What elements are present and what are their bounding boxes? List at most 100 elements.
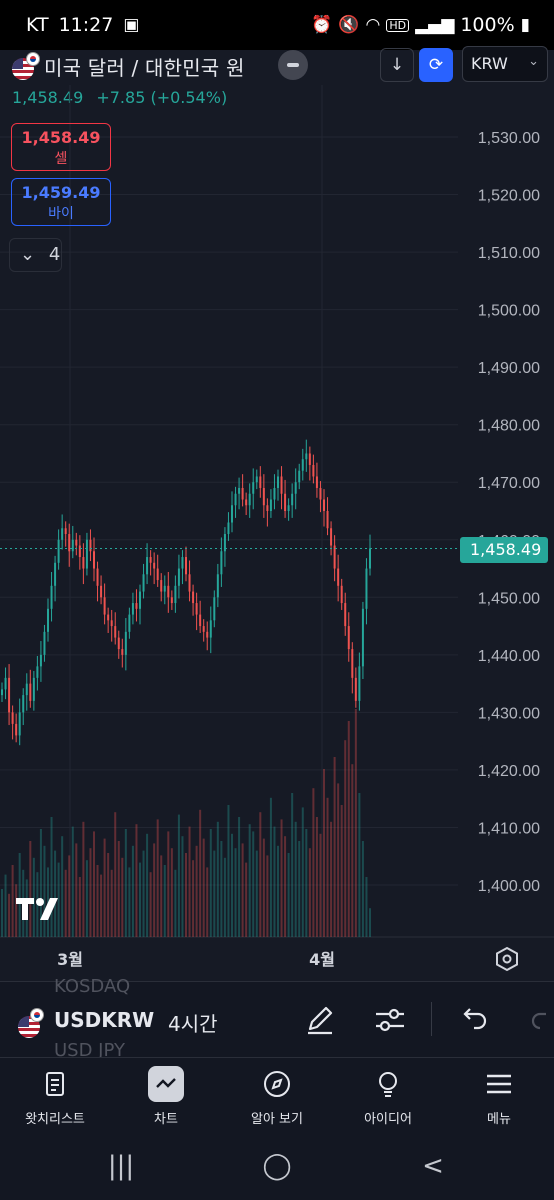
- remove-compare-button[interactable]: [278, 50, 308, 80]
- watchlist-icon: [37, 1066, 73, 1102]
- candle-body: [301, 459, 304, 471]
- nav-label: 왓치리스트: [25, 1112, 85, 1127]
- candle-body: [347, 626, 350, 650]
- volume-bar: [177, 814, 180, 937]
- candle-body: [354, 677, 357, 701]
- wifi-icon: ◠: [365, 14, 381, 35]
- volume-bar: [170, 848, 173, 937]
- drawing-pen-icon[interactable]: [302, 1002, 338, 1038]
- candle-body: [149, 557, 152, 563]
- battery-icon: ▮: [520, 14, 530, 35]
- chart-icon: [148, 1066, 184, 1102]
- back-icon[interactable]: <: [422, 1151, 444, 1181]
- undo-icon[interactable]: [456, 1002, 492, 1038]
- currency-select[interactable]: KRW ⌄: [462, 46, 548, 82]
- volume-bar: [259, 812, 262, 937]
- candle-body: [139, 591, 141, 609]
- y-tick-label: 1,520.00: [478, 188, 540, 205]
- candle-body: [280, 476, 283, 494]
- volume-bar: [308, 848, 311, 937]
- candle-body: [18, 712, 21, 736]
- volume-bar: [96, 865, 99, 937]
- ticker-ghost-above: KOSDAQ: [54, 976, 131, 997]
- candle-body: [365, 568, 368, 609]
- candle-body: [252, 482, 255, 494]
- volume-bar: [195, 845, 198, 937]
- redo-icon[interactable]: [520, 1002, 554, 1038]
- candle-body: [4, 677, 7, 690]
- volume-bar: [146, 833, 149, 937]
- candle-body: [206, 631, 209, 638]
- candle-body: [47, 608, 49, 632]
- candle-body: [167, 585, 170, 598]
- recent-apps-icon[interactable]: |||: [107, 1151, 135, 1181]
- candle-body: [36, 666, 39, 678]
- candle-body: [93, 551, 95, 569]
- symbol-title[interactable]: 미국 달러 / 대한민국 원: [44, 56, 245, 80]
- volume-bar: [351, 764, 354, 937]
- volume-bar: [8, 893, 11, 937]
- reload-icon[interactable]: ⟳: [419, 48, 453, 82]
- candle-body: [216, 574, 219, 598]
- chart-settings-icon[interactable]: [494, 946, 520, 972]
- indicators-sliders-icon[interactable]: [372, 1002, 408, 1038]
- volume-bar: [248, 824, 251, 937]
- interval-selector[interactable]: 4시간: [168, 1012, 218, 1036]
- candle-body: [361, 608, 364, 667]
- candle-body: [32, 677, 35, 701]
- home-icon[interactable]: ◯: [262, 1151, 292, 1181]
- buy-button[interactable]: 1,459.49 바이: [11, 178, 111, 226]
- candle-body: [245, 499, 248, 506]
- volume-bar: [18, 853, 21, 937]
- volume-bar: [100, 874, 103, 937]
- sell-button[interactable]: 1,458.49 셀: [11, 123, 111, 171]
- volume-bar: [245, 862, 248, 937]
- download-arrow-icon[interactable]: ↓: [380, 48, 414, 82]
- symbol-header: 미국 달러 / 대한민국 원 ↓ ⟳: [0, 44, 554, 84]
- volume-bar: [107, 853, 110, 937]
- y-tick-label: 1,480.00: [478, 418, 540, 435]
- candle-body: [220, 551, 223, 575]
- volume-bar: [121, 857, 124, 937]
- candle-body: [287, 505, 290, 511]
- candle-body: [89, 539, 92, 552]
- volume-bar: [216, 821, 219, 937]
- nav-label: 알아 보기: [251, 1112, 303, 1127]
- candle-body: [223, 534, 226, 552]
- candle-body: [330, 528, 333, 546]
- candle-body: [333, 545, 336, 569]
- symbol-selector[interactable]: USDKRW: [54, 1008, 155, 1032]
- candle-body: [351, 649, 354, 678]
- volume-bar: [301, 807, 304, 937]
- candle-body: [273, 487, 276, 500]
- chevron-down-icon: ⌄: [528, 54, 539, 69]
- nav-label: 아이디어: [364, 1112, 412, 1127]
- volume-bar: [64, 869, 67, 937]
- candle-body: [57, 539, 60, 563]
- studies-toggle[interactable]: ⌄ 4: [9, 238, 62, 272]
- chart-canvas[interactable]: 1,530.00 1,520.00 1,510.00 1,500.00 1,490.00…: [0, 85, 554, 980]
- y-tick-label: 1,440.00: [478, 648, 540, 665]
- volume-bar: [131, 845, 134, 937]
- volume-bar: [117, 841, 120, 937]
- volume-bar: [124, 829, 127, 937]
- candle-body: [25, 683, 28, 696]
- price-chart[interactable]: 1,530.00 1,520.00 1,510.00 1,500.00 1,490.00…: [0, 85, 554, 980]
- volume-bar: [39, 829, 42, 937]
- volume-bar: [220, 841, 223, 937]
- candle-body: [110, 620, 113, 627]
- battery-label: 100%: [460, 14, 515, 36]
- volume-bar: [369, 908, 371, 937]
- candle-body: [181, 557, 184, 569]
- x-tick-label: 4월: [309, 950, 335, 969]
- candle-body: [248, 493, 251, 506]
- candle-body: [209, 620, 212, 638]
- volume-bar: [255, 850, 258, 937]
- candle-body: [85, 539, 88, 569]
- candle-body: [29, 683, 32, 701]
- candle-body: [369, 548, 371, 569]
- volume-bar: [234, 848, 237, 937]
- volume-bar: [231, 833, 233, 937]
- candle-body: [188, 574, 191, 592]
- volume-bar: [128, 867, 131, 937]
